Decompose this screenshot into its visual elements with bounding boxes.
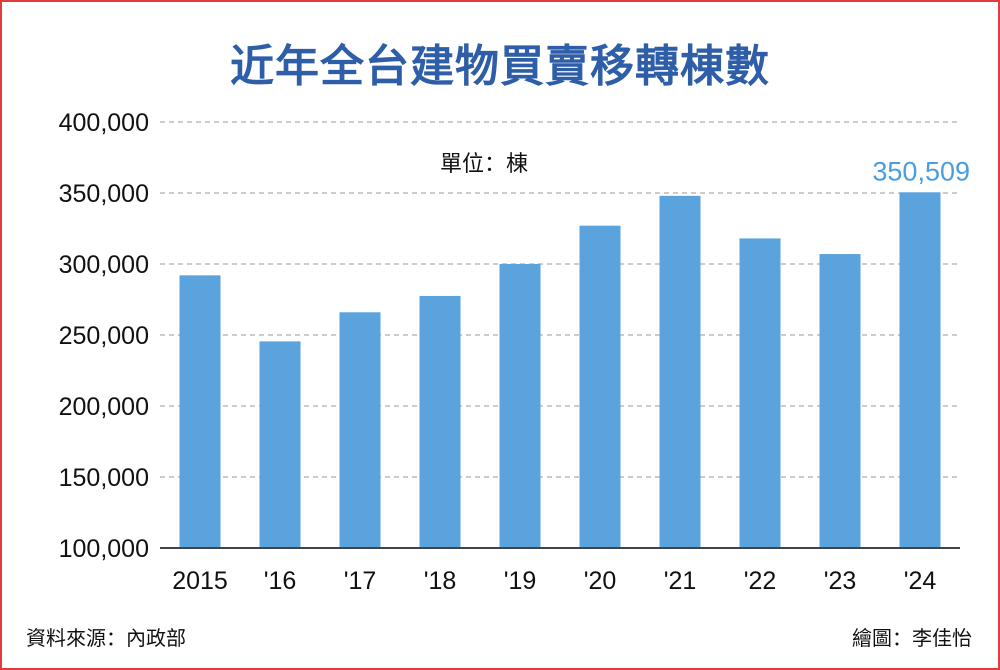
x-tick-label: '19 (504, 567, 537, 595)
chart-title: 近年全台建物買賣移轉棟數 (230, 41, 770, 92)
y-tick-label: 250,000 (59, 322, 149, 350)
y-tick-label: 100,000 (59, 535, 149, 563)
x-tick-label: '18 (424, 567, 457, 595)
x-tick-label: '16 (264, 567, 297, 595)
y-tick-label: 200,000 (59, 393, 149, 421)
x-tick-label: '17 (344, 567, 377, 595)
y-tick-label: 300,000 (59, 251, 149, 279)
source-note: 資料來源：內政部 (26, 626, 186, 650)
bar (739, 238, 781, 548)
bar (899, 192, 941, 548)
bar (819, 254, 861, 548)
x-tick-label: '23 (824, 567, 857, 595)
x-tick-label: '20 (584, 567, 617, 595)
data-label-highlight: 350,509 (872, 156, 970, 186)
unit-label: 單位：棟 (440, 152, 529, 177)
x-tick-label: '21 (664, 567, 697, 595)
bar (339, 312, 381, 548)
bar (259, 341, 301, 548)
y-tick-label: 350,000 (59, 180, 149, 208)
x-tick-label: '24 (904, 567, 937, 595)
x-tick-label: 2015 (172, 567, 228, 595)
x-tick-label: '22 (744, 567, 777, 595)
bar (659, 195, 701, 548)
bar (579, 225, 621, 548)
bar (179, 275, 221, 548)
bar (499, 264, 541, 548)
credit-note: 繪圖：李佳怡 (852, 626, 972, 650)
y-tick-label: 400,000 (59, 109, 149, 137)
y-tick-label: 150,000 (59, 464, 149, 492)
bar (419, 295, 461, 548)
